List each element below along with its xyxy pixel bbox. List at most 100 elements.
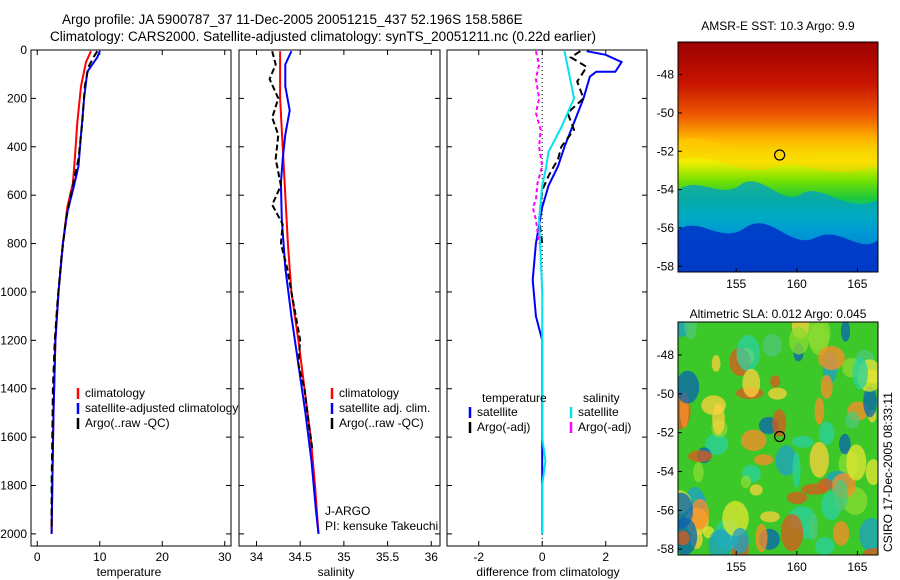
temperature-ytick-label: 800: [7, 237, 27, 251]
sst_map-ytick-label: -50: [657, 106, 675, 120]
sla-anomaly-blob: [740, 475, 752, 489]
salinity-legend-label: satellite adj. clim.: [339, 401, 430, 415]
sla-anomaly-blob: [817, 478, 833, 491]
salinity-legend-label: climatology: [339, 386, 399, 400]
sst_map-xtick-label: 165: [847, 277, 867, 291]
sla-anomaly-blob: [749, 484, 763, 496]
sla-anomaly-blob: [789, 327, 809, 355]
sla-anomaly-blob: [775, 445, 797, 476]
temperature-ytick-label: 200: [7, 91, 27, 105]
sla-anomaly-blob: [755, 523, 768, 553]
sst_map-ytick-label: -52: [657, 144, 675, 158]
sla-anomaly-blob: [736, 335, 760, 372]
salinity-series-1-line: [279, 50, 320, 535]
sst_map-xtick-label: 160: [787, 277, 807, 291]
sla-anomaly-blob: [693, 462, 704, 483]
temperature-legend-label: Argo(..raw -QC): [85, 416, 170, 430]
sla_map-xtick-label: 160: [787, 560, 807, 574]
temperature-ytick-label: 1600: [0, 430, 27, 444]
sst-front: [678, 137, 878, 173]
sla-anomaly-blob: [863, 386, 877, 418]
temperature-xtick-label: 0: [34, 550, 41, 564]
sla-anomaly-blob: [768, 387, 787, 400]
sla-anomaly-blob: [711, 355, 721, 372]
sla-anomaly-blob: [781, 514, 804, 552]
sla-anomaly-blob: [815, 537, 835, 555]
sla_map-xtick-label: 165: [847, 560, 867, 574]
difference-xlabel: difference from climatology: [476, 565, 619, 579]
sst_map-ytick-label: -56: [657, 221, 675, 235]
salinity-xlabel: salinity: [318, 565, 355, 579]
temperature-ytick-label: 1200: [0, 333, 27, 347]
sla-map-frame: [677, 321, 879, 556]
sla-anomaly-blob: [809, 513, 818, 541]
sla-anomaly-blob: [704, 433, 729, 455]
difference-series-0-line: [531, 50, 624, 534]
salinity-xtick-label: 35: [337, 550, 351, 564]
sla-anomaly-blob: [865, 459, 878, 486]
sla_map-ytick-label: -48: [657, 348, 675, 362]
sla-anomaly-blob: [678, 530, 690, 546]
sla-anomaly-blob: [792, 452, 801, 488]
difference-xtick-label: 2: [602, 550, 609, 564]
sla_map-ytick-label: -56: [657, 503, 675, 517]
salinity-xtick-label: 35.5: [376, 550, 400, 564]
temperature-ytick-label: 1400: [0, 382, 27, 396]
header-line1: Argo profile: JA 5900787_37 11-Dec-2005 …: [62, 12, 523, 27]
sla-map-panel: Altimetric SLA: 0.012 Argo: 0.045 155 160…: [657, 307, 879, 574]
footer-credit: CSIRO 17-Dec-2005 08:33:11: [881, 392, 895, 552]
temperature-legend-label: climatology: [85, 386, 145, 400]
sla_map-ytick-label: -54: [657, 465, 675, 479]
salinity-xtick-label: 34: [250, 550, 264, 564]
annotation-j-argo: J-ARGO: [325, 504, 370, 518]
temperature-ytick-label: 1000: [0, 285, 27, 299]
sla-anomaly-blob: [731, 527, 749, 554]
sst-map-frame: [677, 41, 879, 273]
temperature-xtick-label: 20: [156, 550, 170, 564]
sla-anomaly-blob: [772, 409, 787, 438]
difference-axes-frame: [446, 49, 648, 547]
sla-anomaly-blob: [818, 421, 835, 445]
temperature-xlabel: temperature: [97, 565, 162, 579]
annotation-pi: PI: kensuke Takeuchi: [325, 519, 438, 533]
salinity-xtick-label: 34.5: [288, 550, 312, 564]
difference-series-1-line: [538, 50, 589, 244]
sla-anomaly-blob: [820, 374, 833, 399]
temperature-ytick-label: 600: [7, 188, 27, 202]
header-line2: Climatology: CARS2000. Satellite-adjuste…: [50, 29, 596, 44]
temperature-axes-frame: [30, 49, 232, 547]
sla-anomaly-blob: [839, 433, 851, 455]
sla-anomaly-blob: [712, 403, 725, 435]
sla-anomaly-blob: [818, 345, 845, 371]
sla-anomaly-blob: [809, 441, 829, 478]
sst-argo-position-marker: [774, 149, 786, 161]
sla-map-title: Altimetric SLA: 0.012 Argo: 0.045: [690, 307, 867, 321]
sla-anomaly-blob: [708, 529, 732, 555]
sla-anomaly-blob: [762, 334, 782, 357]
temperature-profile-panel: 0 10 20 30 0 200 400 600 800 1000 1200 1400 1600 1800…: [0, 43, 238, 579]
difference-legend-header: salinity: [583, 391, 620, 405]
sla-anomaly-blob: [791, 435, 814, 448]
salinity-legend-label: Argo(..raw -QC): [339, 416, 424, 430]
sla_map-ytick-label: -58: [657, 542, 675, 556]
sla-anomaly-blob: [754, 454, 774, 466]
difference-legend-label: satellite: [578, 405, 619, 419]
sla-anomaly-blob: [684, 322, 697, 340]
salinity-xtick-label: 36: [425, 550, 439, 564]
sst-map-title: AMSR-E SST: 10.3 Argo: 9.9: [701, 19, 855, 33]
sla_map-ytick-label: -52: [657, 426, 675, 440]
sla-anomaly-blob: [809, 323, 829, 356]
temperature-ytick-label: 0: [20, 43, 27, 57]
sla-anomaly-blob: [770, 375, 781, 388]
sst_map-ytick-label: -48: [657, 68, 675, 82]
difference-xtick-label: 0: [539, 550, 546, 564]
difference-profile-panel: -2 0 2 temperature salinitysatelliteArgo(-a…: [446, 49, 648, 579]
sla-anomaly-blob: [760, 511, 780, 523]
sla-anomaly-blob: [688, 450, 713, 463]
sla-anomaly-blob: [690, 498, 710, 530]
sla-anomaly-blob: [862, 548, 878, 555]
sla-anomaly-blob: [786, 491, 808, 504]
sla-anomaly-blob: [833, 479, 849, 512]
sla-anomaly-blob: [814, 397, 825, 425]
sla-anomaly-blob: [852, 357, 868, 390]
